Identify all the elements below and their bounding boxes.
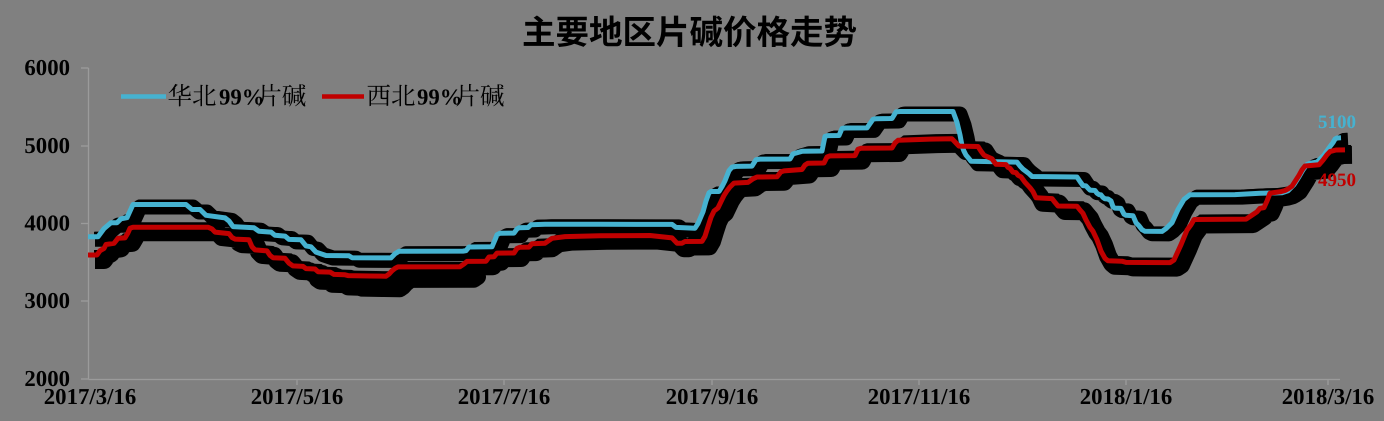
svg-text:2017/5/16: 2017/5/16 <box>251 384 343 409</box>
svg-text:4950: 4950 <box>1318 170 1356 191</box>
svg-text:2018/1/16: 2018/1/16 <box>1080 384 1172 409</box>
svg-text:6000: 6000 <box>24 55 70 80</box>
svg-text:2017/3/16: 2017/3/16 <box>44 384 136 409</box>
svg-text:5100: 5100 <box>1318 112 1356 133</box>
svg-text:2018/3/16: 2018/3/16 <box>1282 384 1374 409</box>
svg-text:2000: 2000 <box>24 366 70 391</box>
svg-text:99%: 99% <box>417 85 463 110</box>
svg-text:3000: 3000 <box>24 288 70 313</box>
svg-text:5000: 5000 <box>24 133 70 158</box>
svg-text:2017/11/16: 2017/11/16 <box>868 384 971 409</box>
svg-text:4000: 4000 <box>24 211 70 236</box>
svg-text:2017/7/16: 2017/7/16 <box>458 384 550 409</box>
svg-text:2017/9/16: 2017/9/16 <box>666 384 758 409</box>
svg-text:99%: 99% <box>219 85 265 110</box>
